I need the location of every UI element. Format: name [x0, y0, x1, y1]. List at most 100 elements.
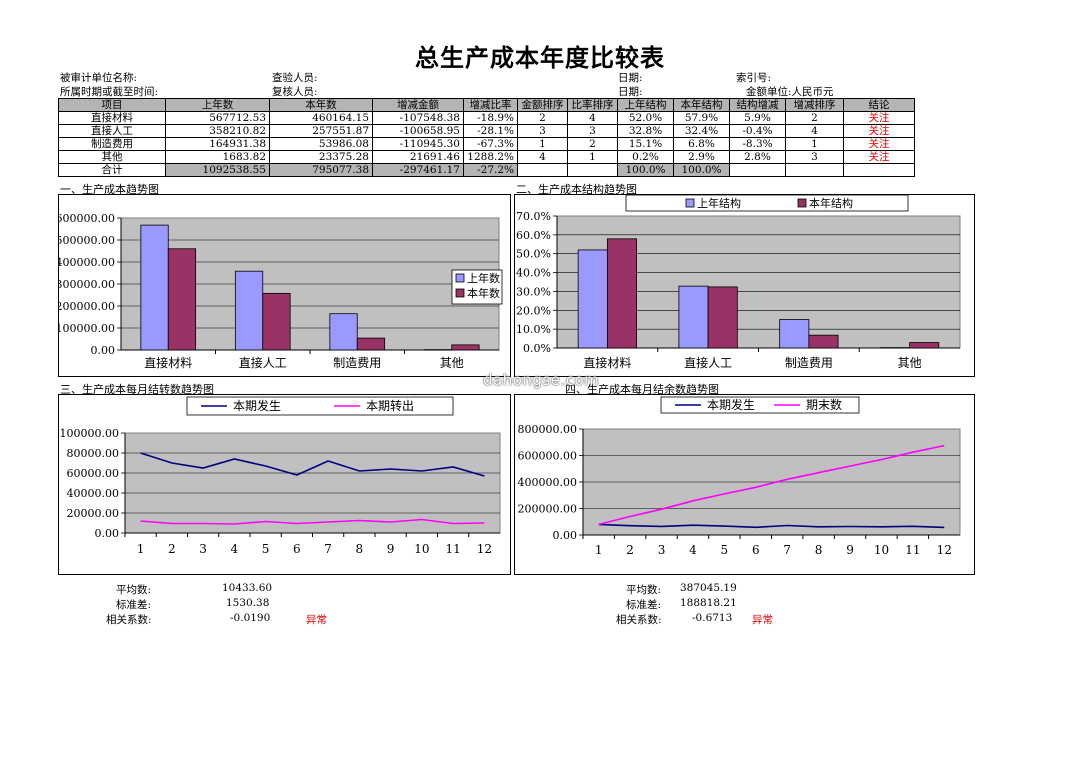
- currency-label-text: 金额单位:: [746, 86, 792, 98]
- legend-swatch: [455, 273, 465, 283]
- cell-curr-struct: 100.0%: [673, 163, 730, 177]
- legend-label: 本期转出: [366, 398, 414, 413]
- y-tick-label: 100000.00: [59, 322, 115, 335]
- y-tick-label: 400000.00: [518, 476, 578, 489]
- bar: [909, 342, 940, 349]
- checker-label: 查验人员:: [272, 72, 318, 84]
- bar: [262, 292, 291, 351]
- cell-prev: 567712.53: [165, 111, 270, 125]
- cell-prev: 164931.38: [165, 137, 270, 151]
- x-tick-label: 5: [262, 542, 270, 556]
- std-label-right: 标准差:: [626, 599, 662, 611]
- reviewer-label: 复核人员:: [272, 86, 318, 98]
- cell-curr: 53986.08: [269, 137, 373, 151]
- page-title: 总生产成本年度比较表: [415, 44, 665, 72]
- abnormal-flag-left: 异常: [306, 614, 327, 626]
- legend-box: [186, 396, 454, 416]
- section-title-3: 三、生产成本每月结转数趋势图: [60, 383, 214, 396]
- cell-amount-rank: 1: [517, 137, 568, 151]
- series-line: [598, 444, 945, 526]
- bar: [779, 319, 810, 349]
- y-tick-label: 0.0%: [523, 342, 551, 355]
- x-tick-label: 11: [905, 543, 920, 557]
- cell-amount-rank: 4: [517, 150, 568, 164]
- x-tick-label: 制造费用: [333, 356, 381, 370]
- y-tick-label: 600000.00: [59, 212, 115, 225]
- bar: [808, 334, 839, 349]
- section-title-2: 二、生产成本结构趋势图: [516, 183, 637, 196]
- y-tick-label: 60000.00: [67, 467, 120, 480]
- avg-value-right: 387045.19: [680, 582, 737, 594]
- cell-item: 其他: [58, 150, 166, 164]
- x-tick-label: 5: [721, 543, 729, 557]
- legend-swatch: [797, 198, 807, 208]
- legend-label: 上年数: [467, 271, 500, 285]
- cell-conclusion: [843, 163, 915, 177]
- cell-curr: 257551.87: [269, 124, 373, 138]
- y-tick-label: 600000.00: [518, 450, 578, 463]
- legend-box: [625, 194, 909, 212]
- cell-diff-rank: [785, 163, 844, 177]
- cell-conclusion: 关注: [843, 124, 915, 138]
- legend-label: 本年结构: [809, 196, 853, 210]
- cell-curr: 460164.15: [269, 111, 373, 125]
- col-header: 本年数: [269, 98, 373, 112]
- x-tick-label: 10: [414, 542, 429, 556]
- x-tick-label: 10: [874, 543, 889, 557]
- currency-value: 人民币元: [791, 86, 834, 98]
- chart-monthly-transfer-svg: 0.00 20000.00 40000.00 60000.00 80000.00 1000…: [60, 396, 501, 556]
- bar: [451, 344, 480, 351]
- cell-diff-rank: 1: [785, 137, 844, 151]
- bar: [234, 270, 264, 351]
- x-tick-label: 12: [477, 542, 492, 556]
- chart-cost-structure: 0.0% 10.0% 20.0% 30.0% 40.0% 50.0% 60.0% 70.0% 直…: [514, 194, 975, 377]
- corr-label-left: 相关系数:: [106, 614, 152, 626]
- chart-monthly-transfer: 0.00 20000.00 40000.00 60000.00 80000.00 1000…: [58, 394, 511, 575]
- cell-prev-struct: 100.0%: [617, 163, 674, 177]
- bar: [423, 349, 453, 351]
- bar: [329, 313, 358, 351]
- y-tick-label: 30.0%: [516, 285, 551, 298]
- y-tick-label: 40000.00: [67, 487, 120, 500]
- x-tick-label: 7: [783, 543, 791, 557]
- cell-struct-diff: 2.8%: [729, 150, 786, 164]
- legend-label: 本期发生: [707, 397, 755, 412]
- x-tick-label: 9: [387, 542, 395, 556]
- x-tick-label: 6: [752, 543, 760, 557]
- cell-amount-rank: 3: [517, 124, 568, 138]
- cell-item: 直接材料: [58, 111, 166, 125]
- plot-area: [124, 432, 501, 534]
- x-tick-label: 1: [137, 542, 145, 556]
- corr-value-right: -0.6713: [692, 612, 733, 624]
- cell-struct-diff: [729, 163, 786, 177]
- cell-ratio: -67.3%: [463, 137, 518, 151]
- table-row: 直接人工 358210.82 257551.87 -100658.95 -28.…: [58, 124, 915, 138]
- chart-cost-trend: 0.00 100000.00 200000.00 300000.00 400000.00…: [56, 194, 511, 377]
- cell-diff-rank: 2: [785, 111, 844, 125]
- legend-label: 上年结构: [697, 196, 741, 210]
- y-tick-label: 50.0%: [516, 248, 551, 261]
- y-tick-label: 60.0%: [516, 229, 551, 242]
- period-label: 所属时期或截至时间:: [60, 86, 159, 98]
- cell-ratio: -28.1%: [463, 124, 518, 138]
- x-tick-label: 11: [445, 542, 460, 556]
- cell-curr-struct: 6.8%: [673, 137, 730, 151]
- legend-label: 本期发生: [233, 398, 281, 413]
- y-tick-label: 0.00: [95, 527, 120, 540]
- x-tick-label: 2: [626, 543, 634, 557]
- cell-struct-diff: -8.3%: [729, 137, 786, 151]
- bar: [167, 248, 197, 351]
- col-header: 结论: [843, 98, 915, 112]
- avg-value-left: 10433.60: [222, 582, 273, 594]
- date-label-2: 日期:: [618, 86, 643, 98]
- cell-diff: -107548.38: [372, 111, 464, 125]
- y-tick-label: 20.0%: [516, 304, 551, 317]
- avg-label-left: 平均数:: [116, 584, 152, 596]
- cell-item: 合计: [58, 163, 166, 177]
- cell-diff-rank: 4: [785, 124, 844, 138]
- series-line: [598, 523, 945, 529]
- x-tick-label: 直接材料: [144, 355, 192, 370]
- bar: [577, 249, 608, 349]
- table-header-row: 项目 上年数 本年数 增减金额 增减比率 金额排序 比率排序 上年结构 本年结构…: [58, 98, 915, 112]
- y-tick-label: 300000.00: [59, 278, 115, 291]
